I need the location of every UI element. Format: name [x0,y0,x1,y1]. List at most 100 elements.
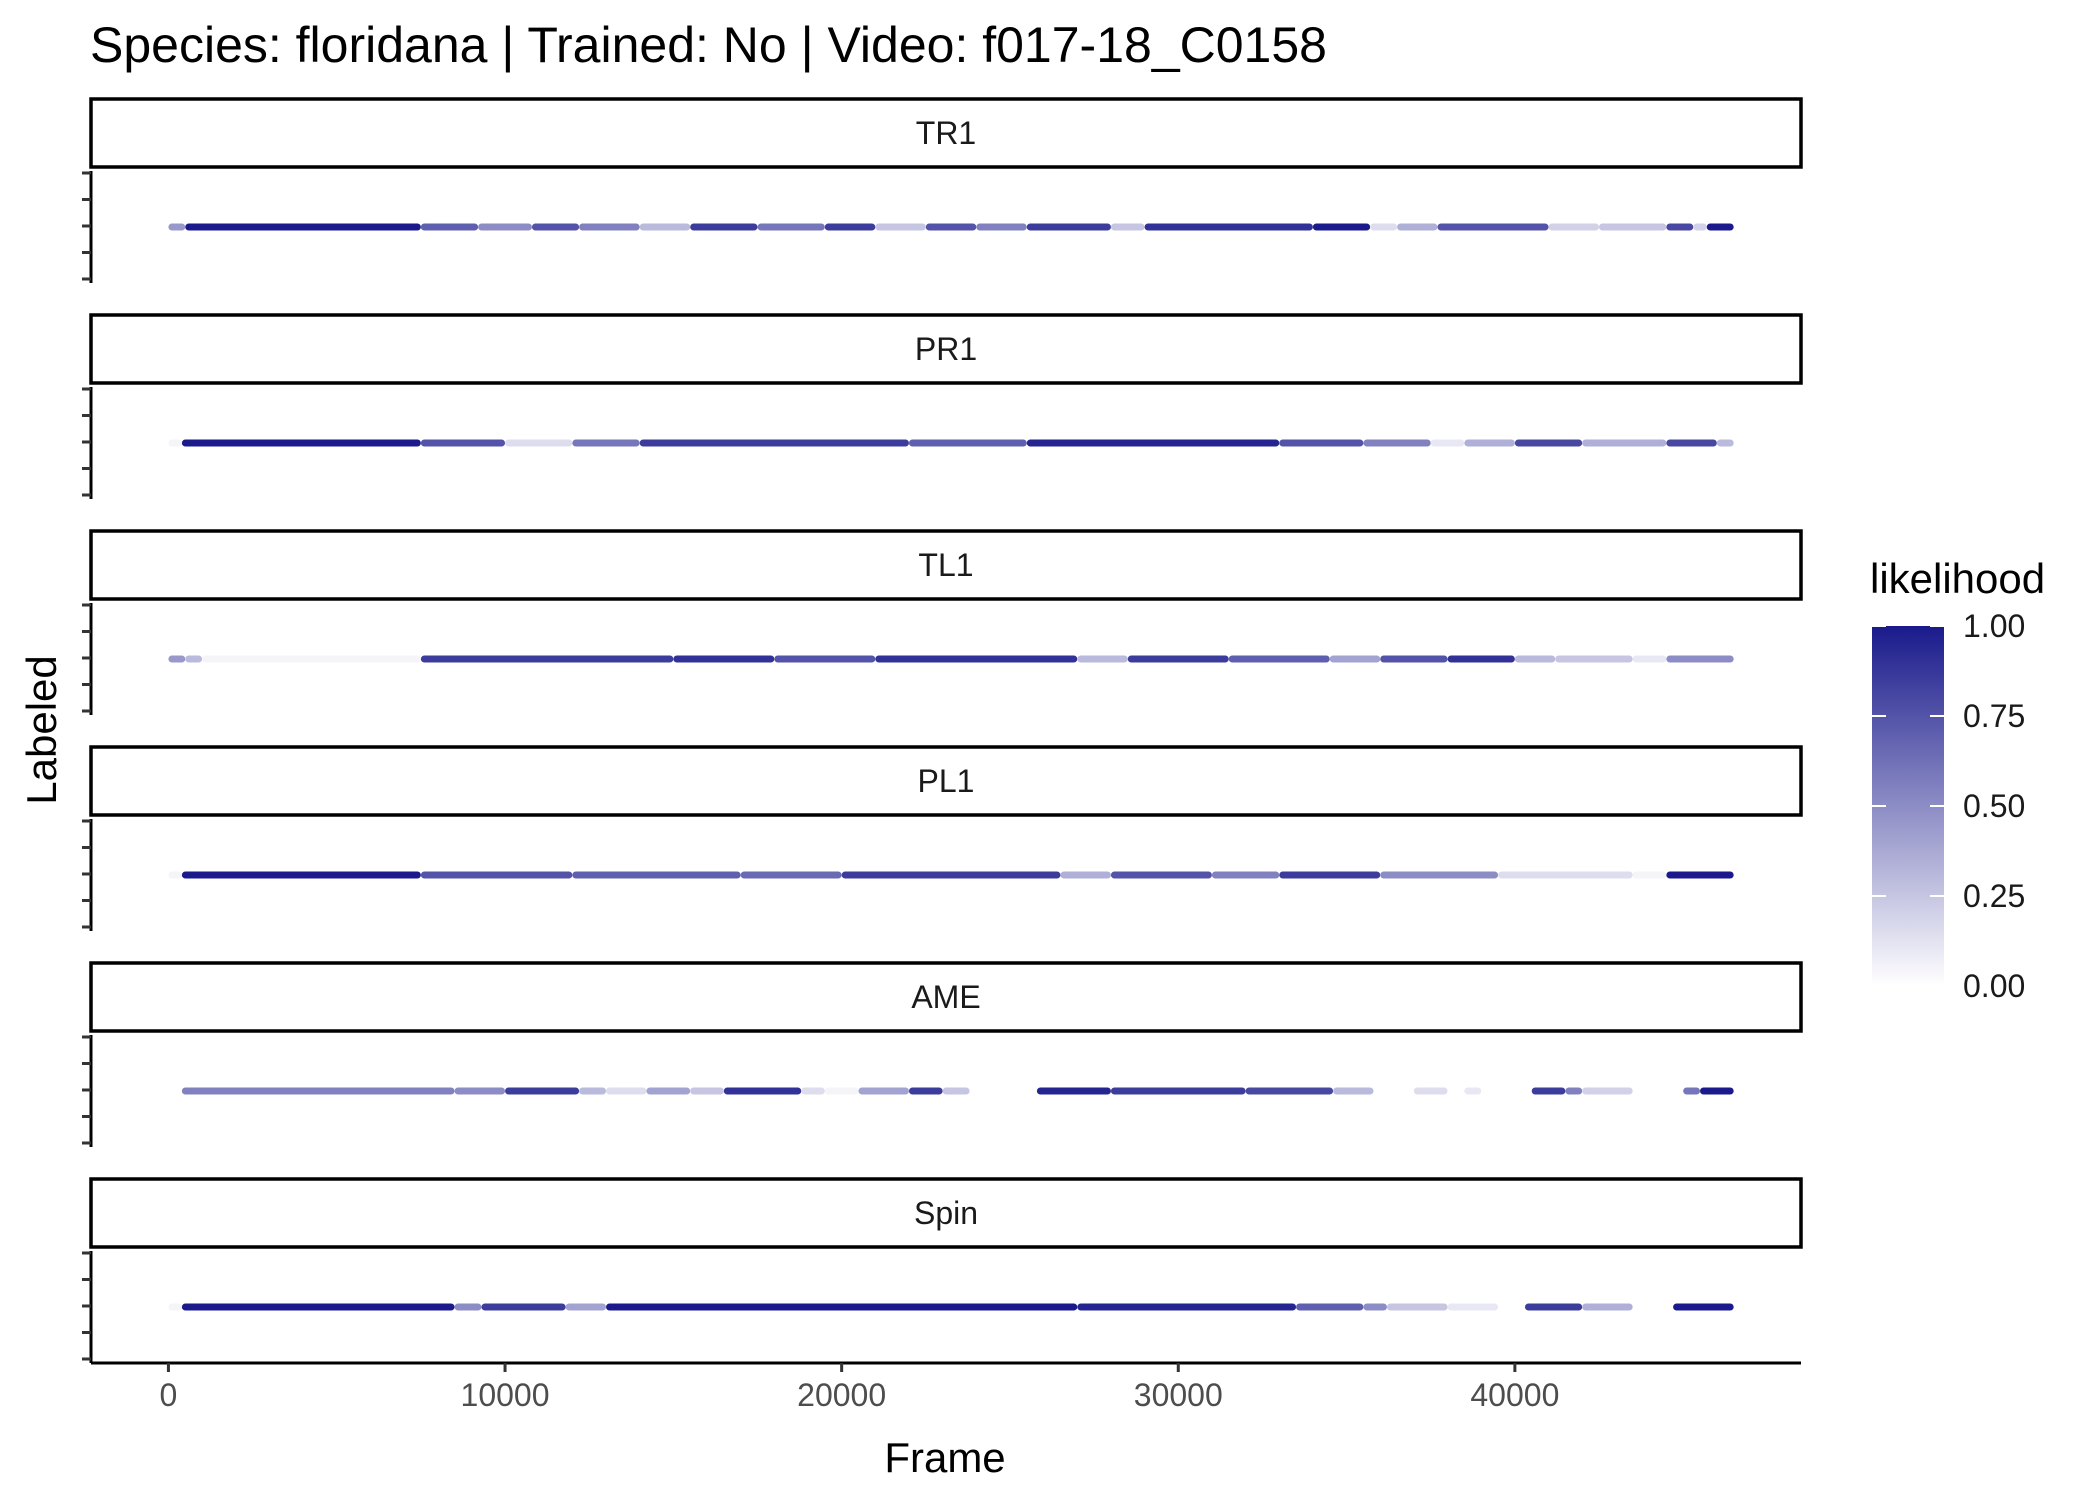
x-tick-label: 0 [160,1377,178,1413]
data-point-run [181,871,421,879]
data-point-run [1582,1087,1633,1095]
data-point-run [1211,871,1280,879]
facet-strip-label: PR1 [915,331,977,367]
data-point-run [1632,871,1667,879]
data-point-run [1555,655,1633,663]
data-point-run [1144,223,1313,231]
data-point-run [1565,1087,1583,1095]
data-point-run [579,1087,607,1095]
data-point-run [1464,439,1515,447]
data-point-run [420,223,479,231]
data-point-run [875,223,926,231]
facet-strip-label: TL1 [918,547,973,583]
data-point-run [572,871,741,879]
x-axis-title: Frame [884,1434,1005,1481]
data-point-run [976,223,1027,231]
data-point-run [824,1087,859,1095]
data-point-run [925,223,977,231]
data-point-run [1683,1087,1701,1095]
data-point-run [168,871,182,879]
data-point-run [757,223,825,231]
data-point-run [572,439,640,447]
data-point-run [1706,223,1734,231]
facet-panel-tl1: TL1 [82,529,1803,715]
data-point-run [1464,1087,1482,1095]
data-point-run [579,223,640,231]
data-point-run [1498,871,1633,879]
facet-strip [89,313,1803,385]
data-point-run [801,1087,825,1095]
facet-strip [89,529,1803,601]
data-point-run [181,1303,455,1311]
data-point-run [185,223,421,231]
data-point-run [1548,223,1600,231]
data-point-run [1666,223,1694,231]
data-point-run [1363,439,1431,447]
data-point-run [1514,655,1556,663]
data-point-run [1077,655,1128,663]
legend-ticks: 1.00 0.75 0.50 0.25 0.00 [1872,608,2025,1004]
data-point-run [168,223,186,231]
facet-strip [89,961,1803,1033]
chart-title: Species: floridana | Trained: No | Video… [90,17,1327,73]
facet-panel-ame: AME [82,961,1803,1147]
data-point-run [1312,223,1371,231]
data-point-run [1380,871,1499,879]
data-point-run [1447,655,1515,663]
facet-strip-label: Spin [914,1195,978,1231]
facet-panel-spin: Spin [82,1177,1803,1363]
data-point-run [1673,1303,1734,1311]
legend-label: 0.50 [1963,788,2025,824]
facet-strip-label: TR1 [916,115,976,151]
data-point-run [1363,1303,1387,1311]
data-point-run [1036,1087,1111,1095]
data-point-run [1026,223,1111,231]
data-point-run [1531,1087,1566,1095]
data-point-run [454,1303,482,1311]
data-point-run [1413,1087,1448,1095]
data-point-run [168,1303,182,1311]
y-axis-title: Labeled [18,655,65,804]
data-point-run [168,655,186,663]
legend-title: likelihood [1870,555,2045,602]
data-point-run [478,223,532,231]
data-point-run [673,655,775,663]
data-point-run [454,1087,506,1095]
facet-strip [89,97,1803,169]
data-point-run [1437,223,1549,231]
data-point-run [606,1303,1078,1311]
data-point-run [1127,655,1229,663]
data-point-run [908,439,1027,447]
data-point-run [942,1087,970,1095]
data-point-run [1380,655,1448,663]
legend-label: 0.75 [1963,698,2025,734]
legend-label: 1.00 [1963,608,2025,644]
data-point-run [1514,439,1583,447]
data-point-run [1245,1087,1334,1095]
data-point-run [824,223,876,231]
data-point-run [841,871,1061,879]
data-point-run [202,655,421,663]
data-point-run [1370,223,1398,231]
data-point-run [168,439,182,447]
facet-strip [89,1177,1803,1249]
series-points [181,1087,1734,1095]
x-tick-label: 20000 [797,1377,886,1413]
data-point-run [1110,871,1212,879]
data-point-run [1397,223,1438,231]
data-point-run [1026,439,1280,447]
facet-panels: TR1 PR1 TL1 PL1 AME Spin [82,97,1803,1363]
x-tick-label: 10000 [461,1377,550,1413]
data-point-run [565,1303,607,1311]
data-point-run [1632,655,1667,663]
data-point-run [723,1087,802,1095]
data-point-run [639,439,909,447]
series-points [168,655,1734,663]
data-point-run [1077,1303,1297,1311]
data-point-run [481,1303,566,1311]
data-point-run [1693,223,1707,231]
facet-panel-pr1: PR1 [82,313,1803,499]
data-point-run [1060,871,1111,879]
series-points [168,439,1734,447]
